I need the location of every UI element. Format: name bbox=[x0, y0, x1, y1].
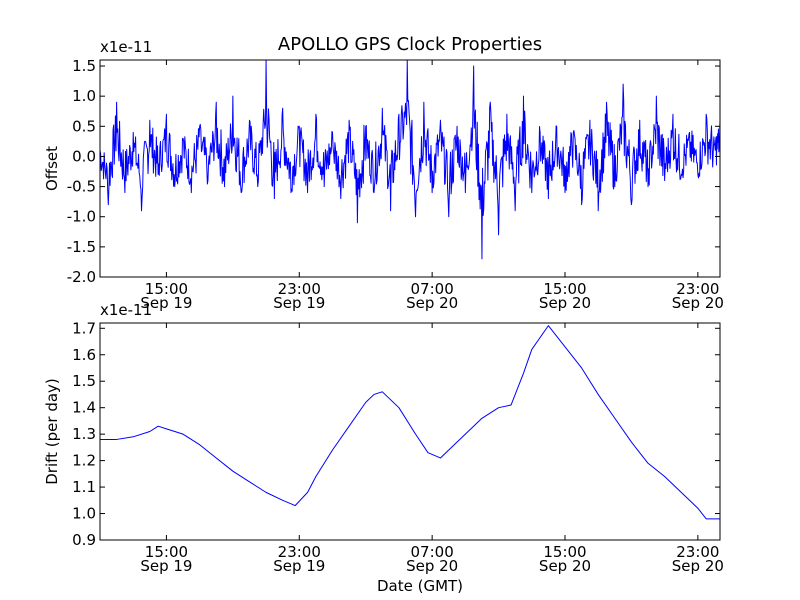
x-tick-time-label: 23:00 bbox=[676, 280, 719, 298]
y-axis-label: Offset bbox=[43, 146, 61, 191]
axis-offset-text: x1e-11 bbox=[100, 38, 152, 56]
plot-frame bbox=[99, 59, 721, 278]
x-tick-date-label: Sep 20 bbox=[672, 294, 724, 312]
offset-series-line bbox=[99, 59, 721, 260]
axis-offset-text: x1e-11 bbox=[100, 301, 152, 319]
x-tick-date-label: Sep 19 bbox=[273, 294, 325, 312]
x-axis-label: Date (GMT) bbox=[377, 577, 463, 595]
y-tick-label: 1.6 bbox=[72, 346, 96, 364]
x-tick-time-label: 23:00 bbox=[278, 280, 321, 298]
y-tick-label: 1.5 bbox=[72, 372, 96, 390]
x-tick-time-label: 23:00 bbox=[676, 543, 719, 561]
y-tick-label: 0.5 bbox=[72, 117, 96, 135]
x-tick-date-label: Sep 20 bbox=[539, 557, 591, 575]
y-tick-label: -0.5 bbox=[67, 178, 96, 196]
x-tick-time-label: 15:00 bbox=[543, 280, 586, 298]
x-tick-date-label: Sep 20 bbox=[672, 557, 724, 575]
x-tick-date-label: Sep 19 bbox=[140, 294, 192, 312]
y-tick-label: 1.7 bbox=[72, 319, 96, 337]
x-tick-date-label: Sep 20 bbox=[406, 294, 458, 312]
y-tick-label: 1.3 bbox=[72, 425, 96, 443]
y-tick-label: 1.0 bbox=[72, 505, 96, 523]
x-tick-time-label: 23:00 bbox=[278, 543, 321, 561]
x-tick-date-label: Sep 20 bbox=[406, 557, 458, 575]
x-tick-date-label: Sep 19 bbox=[140, 557, 192, 575]
y-tick-label: -1.5 bbox=[67, 238, 96, 256]
figure-title: APOLLO GPS Clock Properties bbox=[278, 34, 542, 55]
y-tick-label: 1.4 bbox=[72, 399, 96, 417]
plot-border bbox=[99, 322, 721, 541]
y-tick-label: 1.0 bbox=[72, 87, 96, 105]
drift-series-line bbox=[100, 325, 720, 520]
x-tick-time-label: 07:00 bbox=[411, 280, 454, 298]
x-tick-time-label: 15:00 bbox=[145, 543, 188, 561]
x-tick-date-label: Sep 20 bbox=[539, 294, 591, 312]
y-tick-label: 1.2 bbox=[72, 452, 96, 470]
x-tick-date-label: Sep 19 bbox=[273, 557, 325, 575]
y-tick-label: 0.0 bbox=[72, 147, 96, 165]
y-tick-label: -1.0 bbox=[67, 208, 96, 226]
y-tick-label: 1.5 bbox=[72, 57, 96, 75]
y-tick-label: 1.1 bbox=[72, 478, 96, 496]
plot-border bbox=[99, 59, 721, 278]
x-tick-time-label: 15:00 bbox=[543, 543, 586, 561]
y-tick-label: -2.0 bbox=[67, 268, 96, 286]
plot-frame bbox=[99, 322, 721, 541]
x-tick-time-label: 07:00 bbox=[411, 543, 454, 561]
y-axis-label: Drift (per day) bbox=[43, 378, 61, 485]
x-tick-time-label: 15:00 bbox=[145, 280, 188, 298]
y-tick-label: 0.9 bbox=[72, 531, 96, 549]
